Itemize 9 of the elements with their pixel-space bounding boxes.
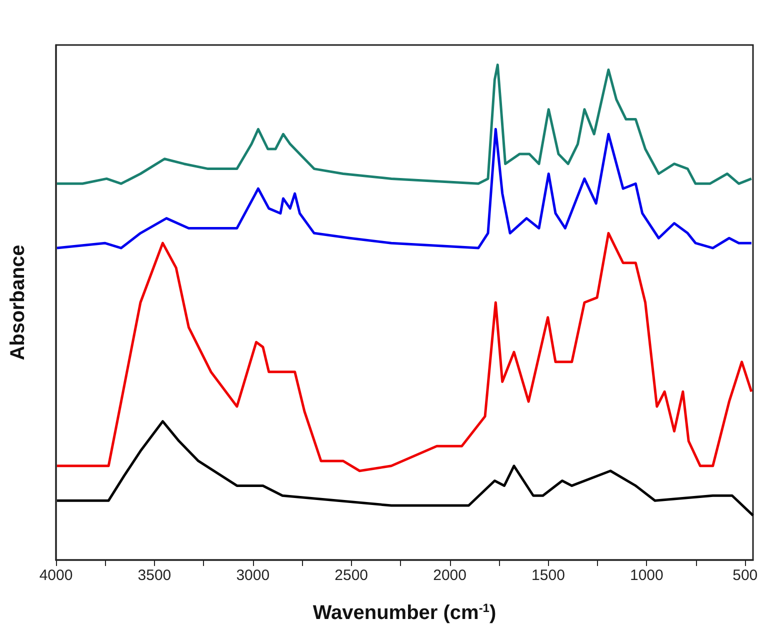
x-tick-label: 2000 bbox=[433, 567, 466, 584]
y-axis-title: Absorbance bbox=[7, 244, 29, 360]
x-tick-label: 3500 bbox=[138, 567, 172, 584]
x-tick-label: 1000 bbox=[630, 567, 664, 584]
x-tick-label: 1500 bbox=[532, 567, 565, 584]
x-tick-label: 3000 bbox=[236, 567, 270, 584]
x-tick-label: 2500 bbox=[334, 567, 368, 584]
x-tick-label: 4000 bbox=[39, 567, 73, 584]
x-tick-label: 500 bbox=[732, 567, 758, 584]
